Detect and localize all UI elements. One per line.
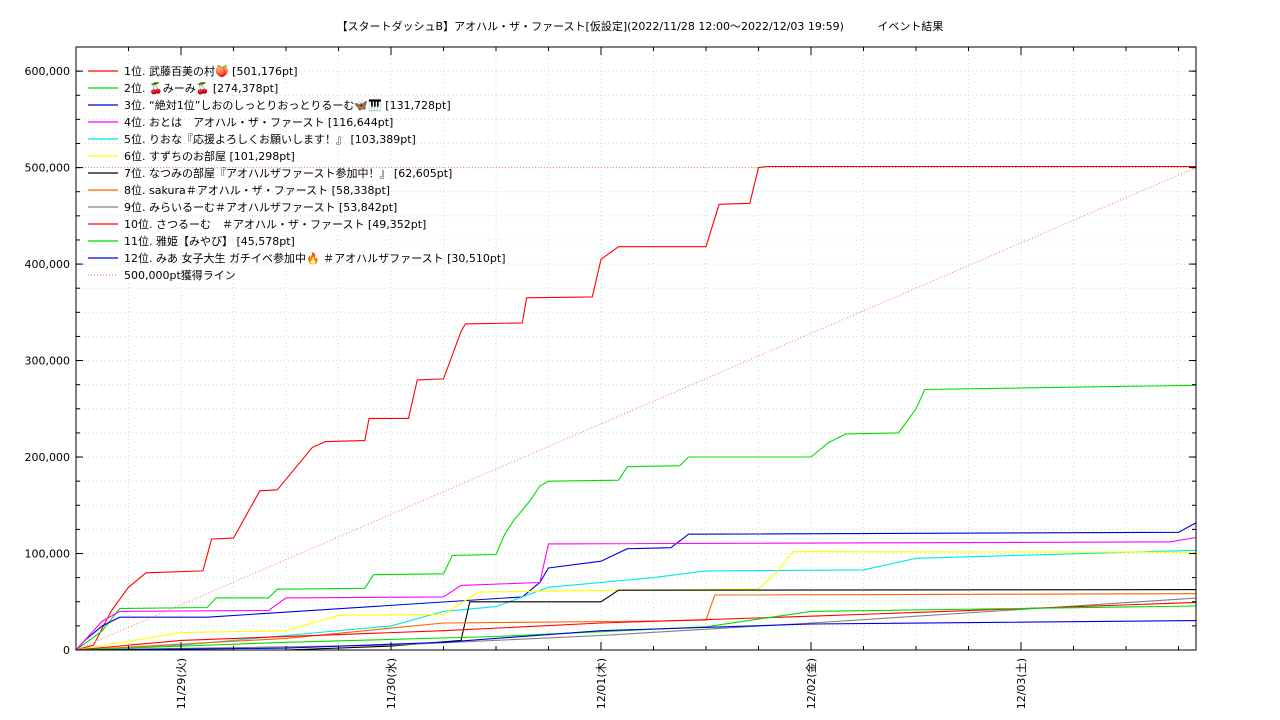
series-line-11 (75, 605, 1196, 651)
series-line-9 (75, 597, 1196, 651)
legend-label-3: 3位. “絶対1位”しおのしっとりおっとりるーむ🦋🎹 [131,728pt] (124, 98, 451, 112)
grid (76, 47, 1196, 650)
legend-label-5: 5位. りおな『応援よろしくお願いします！』 [103,389pt] (124, 132, 416, 146)
y-tick-label: 600,000 (25, 65, 71, 78)
series-line-5 (75, 549, 1196, 651)
series-line-3 (75, 522, 1197, 651)
axes: 0 100,000 200,000 300,000 400,000 500,000 600,… (25, 47, 1196, 709)
chart-title-main: 【スタートダッシュB】アオハル・ザ・ファースト[仮設定](2022/11/28 … (337, 19, 844, 33)
series-lines (75, 165, 1197, 651)
y-tick-label: 300,000 (25, 355, 71, 368)
series-line-12 (75, 620, 1196, 651)
legend-label-1: 1位. 武藤百美の村🍑 [501,176pt] (124, 64, 298, 78)
y-tick-label: 0 (63, 644, 70, 657)
legend-label-4: 4位. おとは アオハル・ザ・ファースト [116,644pt] (124, 115, 393, 129)
series-line-10 (75, 601, 1196, 651)
x-tick-label: 11/30(水) (385, 658, 398, 709)
legend-label-6: 6位. すずちのお部屋 [101,298pt] (124, 149, 295, 163)
legend-label-8: 8位. sakura＃アオハル・ザ・ファースト [58,338pt] (124, 183, 390, 197)
series-line-7 (76, 589, 1196, 651)
chart-subtitle: イベント結果 (877, 19, 943, 33)
series-line-4 (75, 536, 1196, 651)
y-tick-label: 500,000 (25, 162, 71, 175)
series-line-1 (75, 165, 1196, 651)
legend-label-7: 7位. なつみの部屋『アオハルザファースト参加中！』 [62,605pt] (124, 166, 452, 180)
y-tick-label: 400,000 (25, 258, 71, 271)
x-tick-label: 12/02(金) (804, 658, 818, 709)
legend-label-11: 11位. 雅姫【みやび】 [45,578pt] (124, 234, 295, 248)
series-line-2 (75, 384, 1196, 651)
legend: 1位. 武藤百美の村🍑 [501,176pt] 2位. 🍒みーみ🍒 [274,37… (88, 64, 506, 282)
legend-label-2: 2位. 🍒みーみ🍒 [274,378pt] (124, 81, 278, 95)
legend-label-13: 500,000pt獲得ライン (124, 269, 236, 282)
x-tick-label: 12/01(木) (595, 658, 608, 709)
plot-frame (75, 46, 1197, 651)
chart-title: 【スタートダッシュB】アオハル・ザ・ファースト[仮設定](2022/11/28 … (337, 19, 944, 33)
y-tick-label: 100,000 (25, 548, 71, 561)
x-tick-label: 11/29(火) (175, 658, 188, 709)
y-tick-label: 200,000 (25, 451, 71, 464)
series-line-13 (75, 167, 1197, 651)
legend-label-12: 12位. みあ 女子大生 ガチイベ参加中🔥 ＃アオハルザファースト [30,51… (124, 251, 506, 265)
legend-label-9: 9位. みらいるーむ＃アオハルザファースト [53,842pt] (124, 200, 397, 214)
legend-label-10: 10位. さつるーむ ＃アオハル・ザ・ファースト [49,352pt] (124, 217, 426, 231)
x-tick-label: 12/03(土) (1015, 658, 1028, 709)
series-line-6 (75, 551, 1196, 651)
